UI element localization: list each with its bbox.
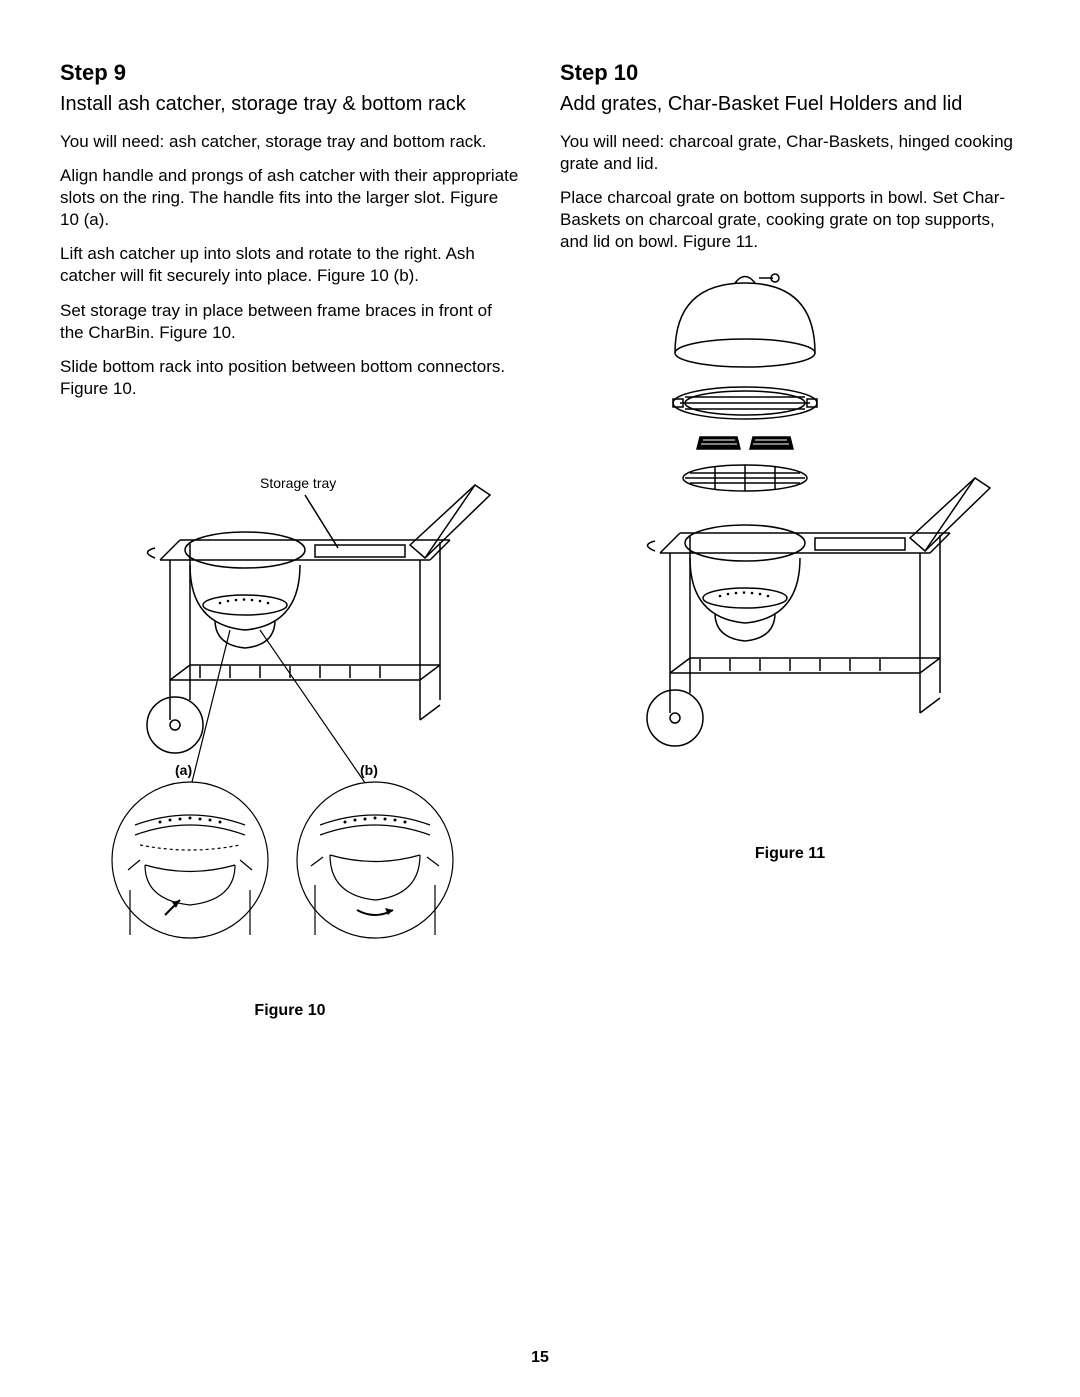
- step10-para-2: Place charcoal grate on bottom supports …: [560, 187, 1020, 253]
- storage-tray-label: Storage tray: [260, 475, 336, 491]
- figure-11-diagram: [580, 273, 1000, 833]
- step9-para-1: You will need: ash catcher, storage tray…: [60, 131, 520, 153]
- step9-para-2: Align handle and prongs of ash catcher w…: [60, 165, 520, 231]
- detail-a-label: (a): [175, 762, 192, 778]
- step9-para-3: Lift ash catcher up into slots and rotat…: [60, 243, 520, 287]
- step9-para-5: Slide bottom rack into position between …: [60, 356, 520, 400]
- step10-subtitle: Add grates, Char-Basket Fuel Holders and…: [560, 92, 1020, 117]
- step10-para-1: You will need: charcoal grate, Char-Bask…: [560, 131, 1020, 175]
- page-number: 15: [0, 1349, 1080, 1367]
- manual-page: Step 9 Install ash catcher, storage tray…: [0, 0, 1080, 1397]
- two-column-layout: Step 9 Install ash catcher, storage tray…: [60, 60, 1020, 1020]
- figure-10-wrap: Storage tray: [60, 430, 520, 1020]
- right-column: Step 10 Add grates, Char-Basket Fuel Hol…: [560, 60, 1020, 1020]
- figure-10-caption: Figure 10: [60, 1002, 520, 1020]
- figure-10-diagram: Storage tray: [80, 430, 500, 990]
- detail-b-label: (b): [360, 762, 378, 778]
- left-column: Step 9 Install ash catcher, storage tray…: [60, 60, 520, 1020]
- step9-heading: Step 9: [60, 60, 520, 86]
- figure-11-caption: Figure 11: [560, 845, 1020, 863]
- step9-para-4: Set storage tray in place between frame …: [60, 300, 520, 344]
- step10-heading: Step 10: [560, 60, 1020, 86]
- figure-11-wrap: Figure 11: [560, 273, 1020, 863]
- step9-subtitle: Install ash catcher, storage tray & bott…: [60, 92, 520, 117]
